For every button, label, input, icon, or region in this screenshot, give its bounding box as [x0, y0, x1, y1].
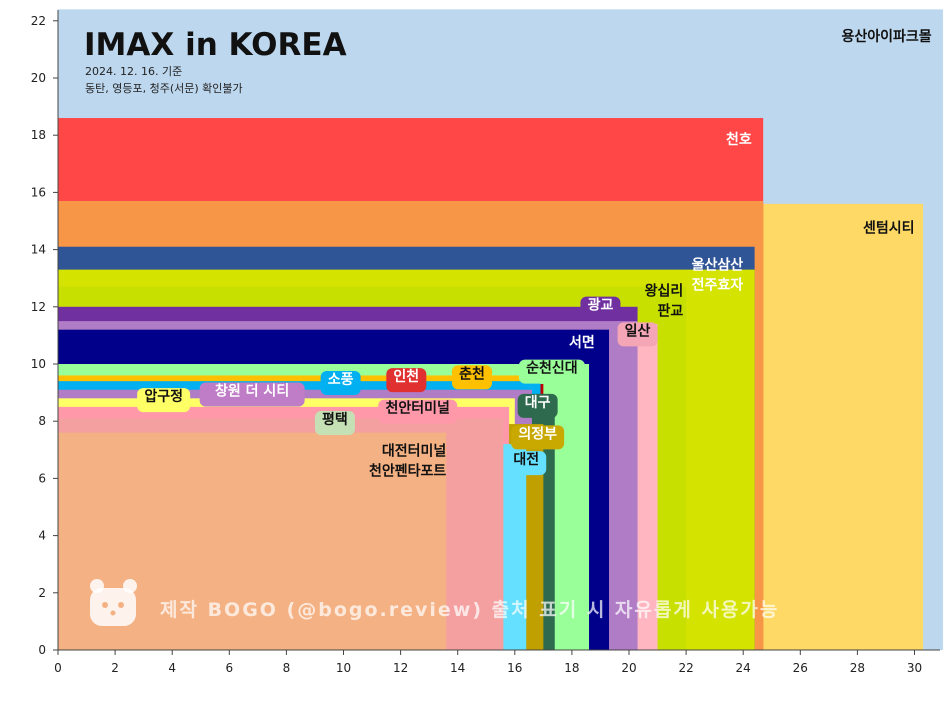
label-bg-일산: [617, 322, 658, 347]
y-tick-label: 14: [31, 243, 46, 257]
label-대구: 대구: [525, 395, 551, 411]
y-tick-label: 6: [38, 471, 46, 485]
label-대전터미널: 대전터미널: [382, 443, 446, 460]
x-tick-label: 8: [283, 661, 291, 675]
label-의정부: 의정부: [518, 425, 557, 442]
label-인천: 인천: [393, 368, 419, 385]
label-bg-광교: [580, 296, 621, 321]
chart-date: 2024. 12. 16. 기준: [85, 65, 182, 78]
screen-rectangles: [58, 9, 944, 651]
x-tick-label: 28: [850, 661, 865, 675]
x-tick-label: 26: [793, 661, 808, 675]
x-tick-label: 2: [111, 661, 119, 675]
label-센텀시티: 센텀시티: [863, 220, 915, 236]
label-춘천: 춘천: [459, 366, 485, 382]
x-tick-label: 16: [507, 661, 522, 675]
label-bg-압구정: [137, 388, 191, 413]
label-bg-대구: [517, 393, 558, 418]
x-tick-label: 10: [336, 661, 351, 675]
bogo-logo: [90, 579, 137, 626]
y-tick-label: 16: [31, 185, 46, 199]
x-tick-label: 6: [225, 661, 233, 675]
label-대전: 대전: [513, 451, 539, 468]
x-tick-label: 30: [907, 661, 922, 675]
label-bg-천안터미널: [378, 399, 458, 424]
y-tick-label: 12: [31, 300, 46, 314]
label-bg-인천: [386, 368, 427, 393]
label-창원-더-시티: 창원 더 시티: [215, 382, 289, 399]
x-tick-label: 18: [564, 661, 579, 675]
label-전주효자: 전주효자: [692, 277, 744, 294]
label-평택: 평택: [322, 411, 348, 428]
y-tick-label: 2: [38, 586, 46, 600]
y-tick-label: 22: [31, 14, 46, 28]
label-bg-의정부: [511, 425, 565, 450]
label-bg-평택: [314, 411, 355, 436]
label-소풍: 소풍: [328, 372, 354, 388]
label-울산삼산: 울산삼산: [692, 257, 744, 274]
label-bg-춘천: [451, 365, 492, 390]
label-일산: 일산: [625, 322, 651, 339]
y-tick-label: 10: [31, 357, 46, 371]
label-왕십리: 왕십리: [645, 283, 684, 299]
chart-title: IMAX in KOREA: [84, 27, 347, 63]
x-tick-label: 0: [54, 661, 62, 675]
x-tick-label: 12: [393, 661, 408, 675]
label-용산아이파크몰: 용산아이파크몰: [841, 28, 931, 45]
label-bg-대전: [506, 451, 547, 476]
x-axis-ticks: 0 2 4 6 8 10 12 14 16 18 20 22 24 26 28 30: [54, 650, 922, 675]
y-tick-label: 8: [38, 414, 46, 428]
axes: [57, 10, 940, 651]
x-tick-label: 20: [621, 661, 636, 675]
label-bg-순천신대: [518, 359, 585, 384]
y-axis-ticks: 0 2 4 6 8 10 12 14 16 18 20 22: [31, 14, 58, 657]
label-천안터미널: 천안터미널: [386, 400, 450, 417]
label-순천신대: 순천신대: [526, 361, 578, 377]
y-tick-label: 20: [31, 71, 46, 85]
y-tick-label: 0: [38, 643, 46, 657]
x-tick-label: 22: [678, 661, 693, 675]
label-bg-창원-더-시티: [199, 382, 305, 407]
label-천안펜타포트: 천안펜타포트: [369, 463, 446, 480]
x-tick-label: 4: [168, 661, 176, 675]
label-bg-소풍: [320, 371, 361, 396]
x-tick-label: 14: [450, 661, 465, 675]
label-압구정: 압구정: [144, 388, 183, 405]
y-tick-label: 18: [31, 128, 46, 142]
label-광교: 광교: [588, 297, 614, 314]
label-서면: 서면: [569, 334, 595, 351]
label-판교: 판교: [657, 303, 683, 319]
watermark: 제작 BOGO (@bogo.review) 출처 표기 시 자유롭게 사용가능: [160, 599, 779, 621]
label-천호: 천호: [726, 132, 752, 148]
chart-note: 동탄, 영등포, 청주(서문) 확인불가: [85, 82, 243, 95]
x-tick-label: 24: [736, 661, 751, 675]
y-tick-label: 4: [38, 529, 46, 543]
